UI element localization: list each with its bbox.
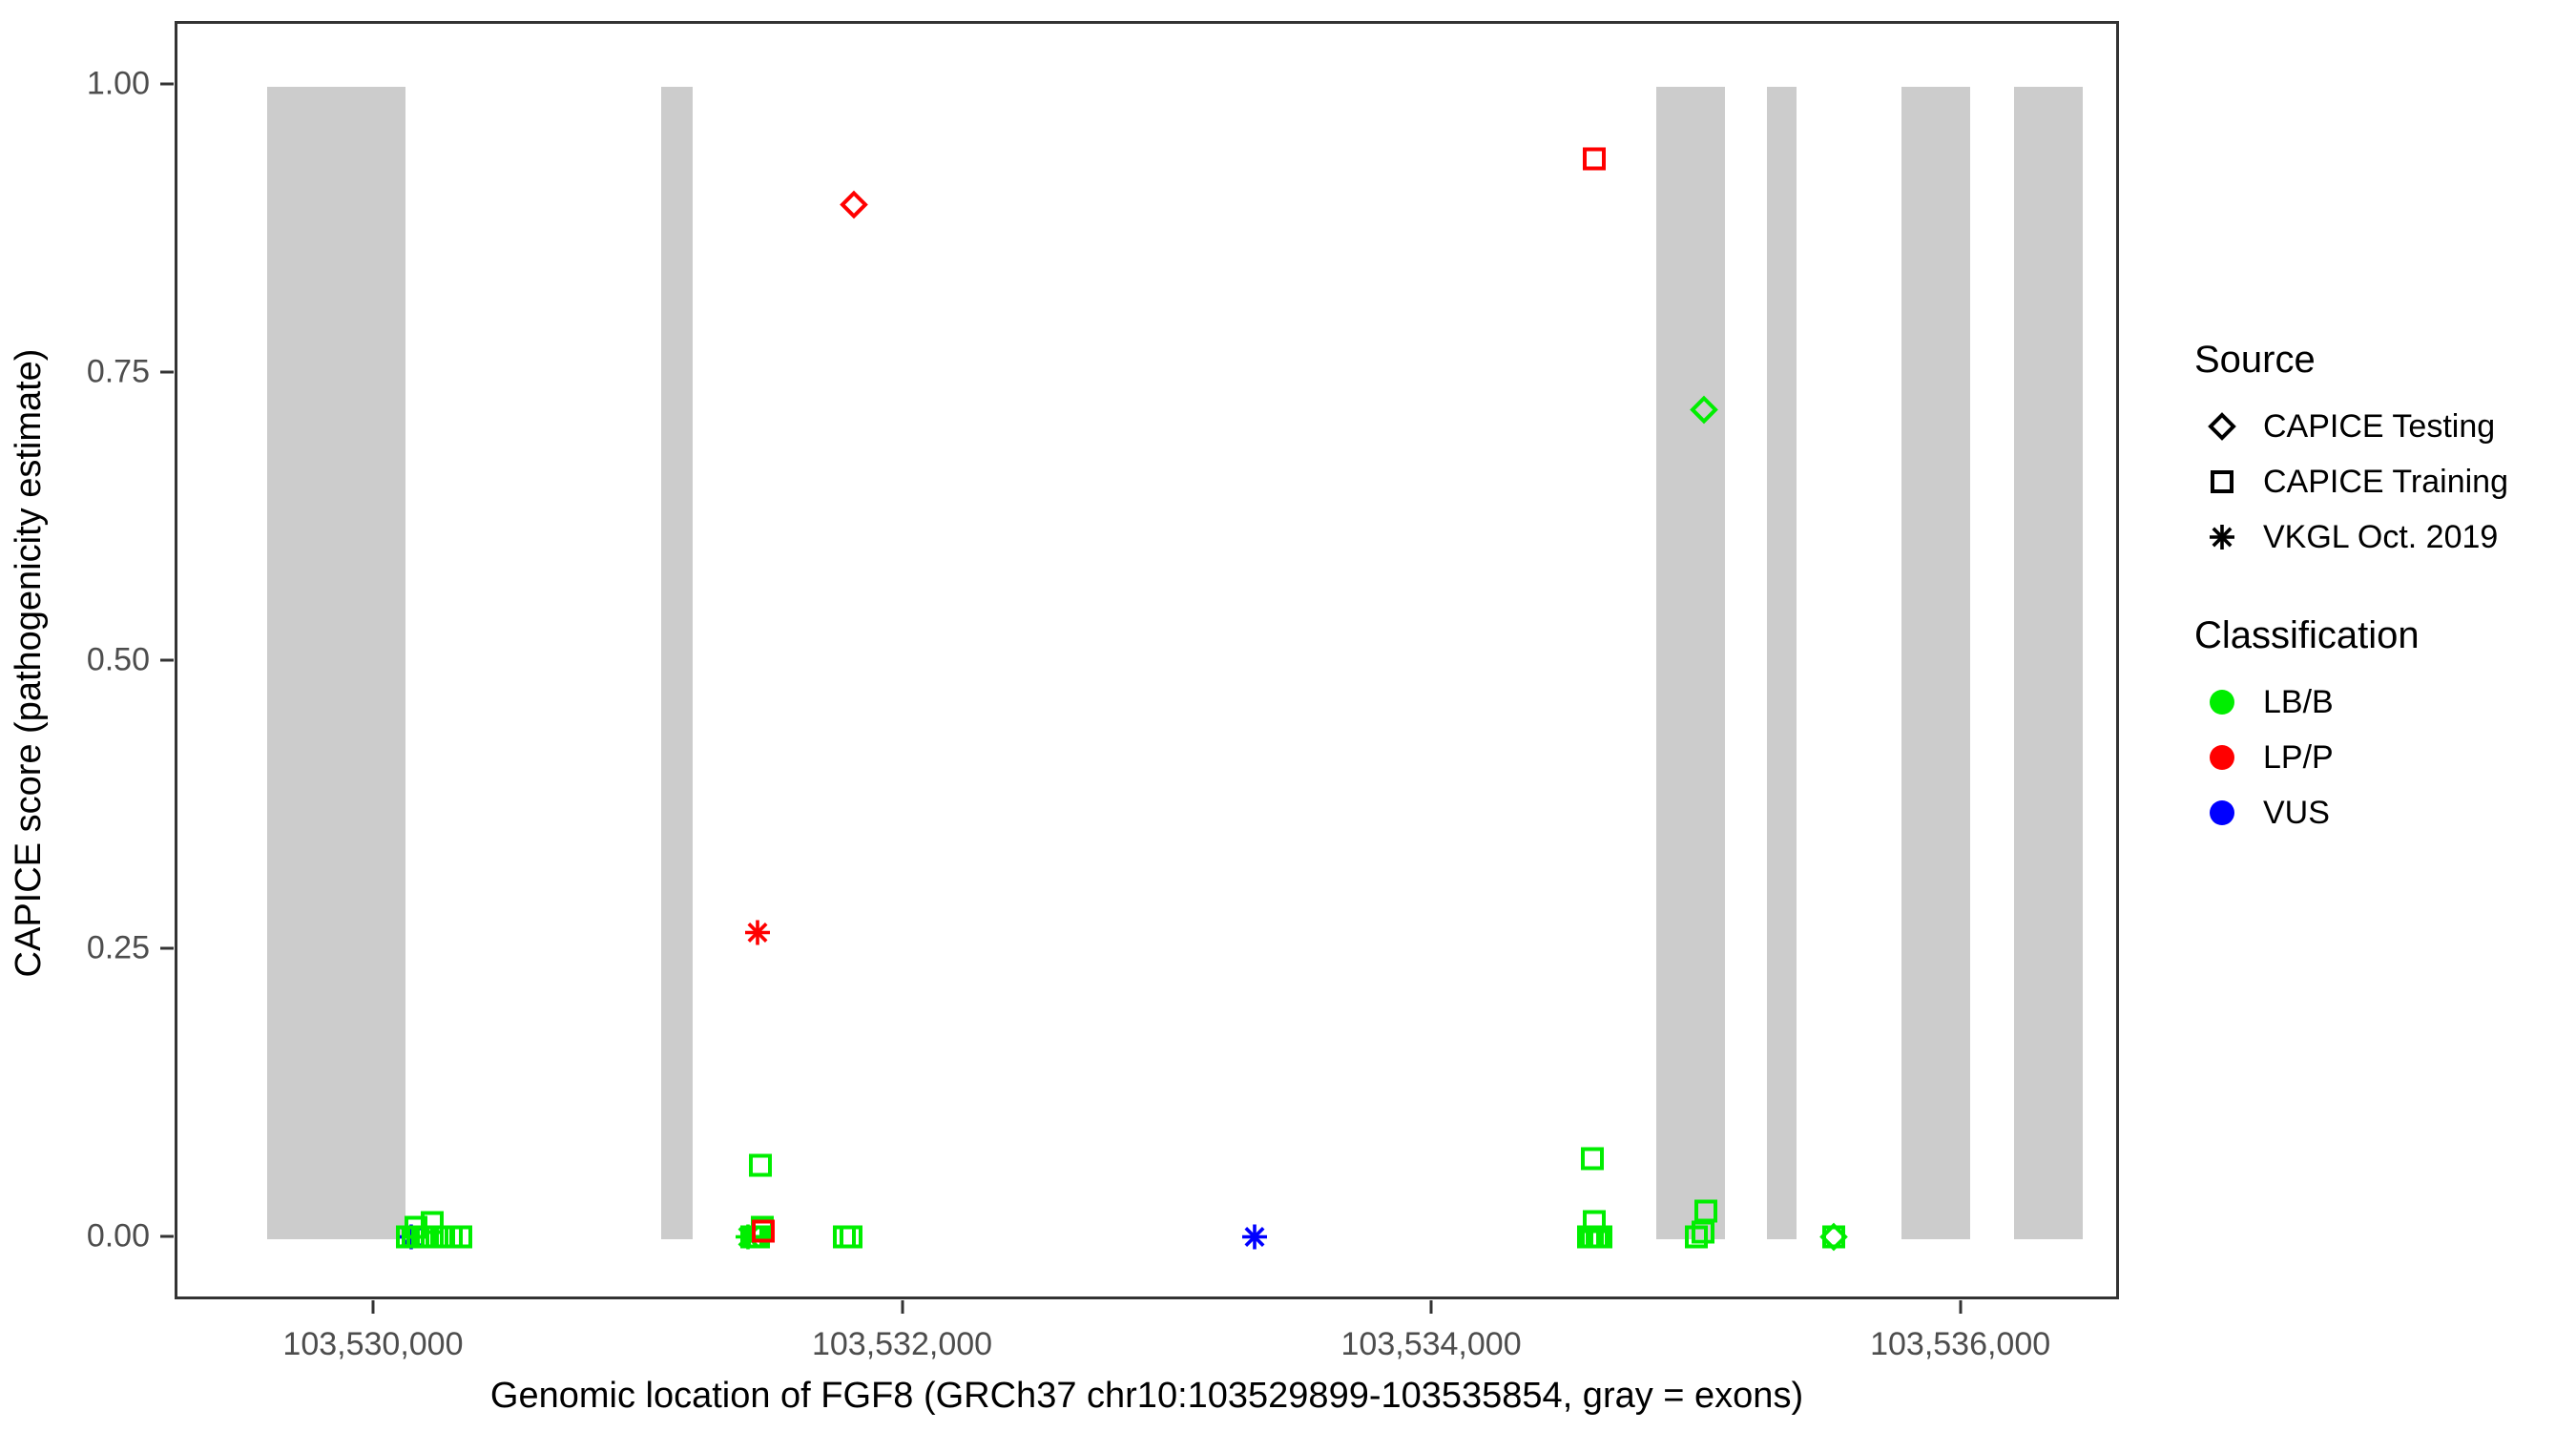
y-axis-tick-label: 0.50 (86, 641, 150, 678)
x-axis-tick-mark (901, 1300, 904, 1314)
data-point (427, 1220, 460, 1257)
data-point (835, 1220, 867, 1257)
legend-classification-title: Classification (2194, 614, 2420, 656)
legend-spacer (2194, 565, 2576, 614)
data-point (1578, 1205, 1610, 1242)
data-point (411, 1220, 444, 1257)
data-point (1576, 1142, 1609, 1179)
legend-source-rows: CAPICE Testing CAPICE Training VKGL Oct. 2… (2194, 399, 2576, 565)
y-axis-tick-mark (160, 82, 174, 86)
data-point (744, 1149, 777, 1186)
data-point (736, 1220, 768, 1257)
data-point (742, 1220, 775, 1257)
data-point (741, 916, 774, 953)
data-point (1581, 1220, 1613, 1257)
legend-item-source[interactable]: CAPICE Testing (2194, 399, 2576, 454)
data-point (406, 1220, 439, 1257)
legend-item-label: VUS (2263, 794, 2330, 831)
legend-item-classification[interactable]: LP/P (2194, 730, 2576, 785)
data-point (1585, 1220, 1617, 1257)
legend-item-classification[interactable]: LB/B (2194, 674, 2576, 730)
y-axis-tick-label: 1.00 (86, 65, 150, 102)
y-axis-tick-mark (160, 1234, 174, 1238)
square-icon (2194, 454, 2250, 509)
legend-item-label: VKGL Oct. 2019 (2263, 518, 2499, 555)
data-point (732, 1220, 764, 1257)
legend-source-title: Source (2194, 339, 2316, 381)
data-point (739, 1220, 772, 1257)
data-point (421, 1220, 453, 1257)
legend-item-source[interactable]: VKGL Oct. 2019 (2194, 509, 2576, 565)
exon-band (1767, 87, 1797, 1239)
data-point (1238, 1220, 1271, 1257)
x-axis-tick-label: 103,536,000 (1870, 1326, 2051, 1362)
exon-band (267, 87, 405, 1239)
exon-band (661, 87, 693, 1239)
legend-item-label: CAPICE Testing (2263, 407, 2496, 445)
data-point (416, 1207, 448, 1244)
x-axis-title: Genomic location of FGF8 (GRCh37 chr10:1… (489, 1376, 1804, 1416)
legend-classification-rows: LB/B LP/P VUS (2194, 674, 2576, 840)
legend-item-label: LB/B (2263, 683, 2334, 720)
x-axis-tick-mark (1429, 1300, 1433, 1314)
data-point (747, 1214, 779, 1252)
data-point (1818, 1220, 1850, 1257)
legend: Source CAPICE Testing CAPICE Training VKGL… (2194, 339, 2576, 840)
data-point (1576, 1220, 1609, 1257)
data-point (445, 1220, 477, 1257)
data-point (1572, 1220, 1605, 1257)
data-point (1818, 1220, 1850, 1257)
y-axis-tick-mark (160, 658, 174, 662)
x-axis-tick-label: 103,534,000 (1340, 1326, 1522, 1362)
x-axis-tick-mark (371, 1300, 375, 1314)
data-point (828, 1220, 861, 1257)
plot-panel (175, 21, 2119, 1299)
x-axis-tick-mark (1959, 1300, 1963, 1314)
exon-band (1901, 87, 1970, 1239)
color-dot-icon (2194, 730, 2250, 785)
x-axis-tick-label: 103,532,000 (811, 1326, 993, 1362)
asterisk-icon (2194, 509, 2250, 565)
color-dot-icon (2194, 674, 2250, 730)
legend-item-label: CAPICE Training (2263, 463, 2508, 500)
data-point (746, 1211, 779, 1248)
data-point (1578, 142, 1610, 179)
y-axis-tick-label: 0.75 (86, 353, 150, 390)
y-axis-tick-mark (160, 370, 174, 374)
legend-item-classification[interactable]: VUS (2194, 785, 2576, 840)
data-point (838, 188, 870, 225)
y-axis-tick-label: 0.25 (86, 929, 150, 966)
data-point (416, 1220, 448, 1257)
y-axis-tick-label: 0.00 (86, 1217, 150, 1255)
color-dot-icon (2194, 785, 2250, 840)
x-axis-tick-label: 103,530,000 (282, 1326, 464, 1362)
data-point (402, 1220, 434, 1257)
legend-item-source[interactable]: CAPICE Training (2194, 454, 2576, 509)
data-point (435, 1220, 467, 1257)
legend-item-label: LP/P (2263, 738, 2334, 776)
diamond-icon (2194, 399, 2250, 454)
y-axis-tick-mark (160, 946, 174, 950)
exon-band (1656, 87, 1725, 1239)
exon-band (2014, 87, 2083, 1239)
